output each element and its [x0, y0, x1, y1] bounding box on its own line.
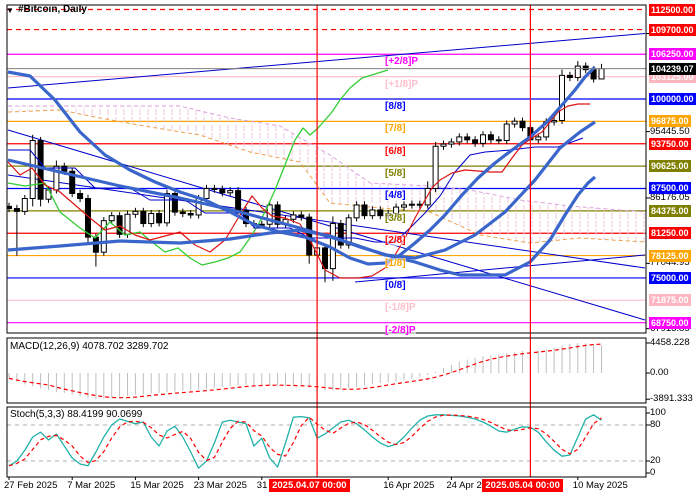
price-level-badge: 100000.00: [649, 93, 696, 105]
murrey-label: [1/8]: [385, 257, 406, 269]
murrey-label: [8/8]: [385, 101, 406, 112]
price-level-badge: 71875.00: [649, 294, 691, 307]
price-level-badge: 87500.00: [649, 182, 691, 195]
stoch-axis-label: 20: [650, 455, 661, 466]
macd-indicator-label: MACD(12,26,9) 4078.702 3289.702: [10, 341, 169, 352]
murrey-label: [0/8]: [385, 279, 406, 291]
date-label: 10 May 2025: [572, 480, 628, 491]
murrey-label: [3/8]: [385, 212, 406, 224]
macd-histogram: [8, 342, 602, 400]
price-level-badge: 93750.00: [649, 137, 691, 150]
price-tick-label: 86176.05: [650, 191, 690, 203]
price-level-badge: 96875.00: [649, 115, 691, 128]
price-level-badge: 68750.00: [649, 316, 691, 329]
price-level-badge: 90625.00: [649, 160, 691, 173]
price-level-badge: 75000.00: [649, 271, 691, 284]
date-label: 16 Apr 2025: [383, 480, 435, 491]
price-level-badge: 78125.00: [649, 249, 691, 262]
date-label: 24 Apr 2025: [446, 480, 498, 491]
murrey-label: [4/8]: [385, 190, 406, 202]
current-price-badge: 104239.07: [649, 62, 696, 75]
price-level-badge: 106250.00: [649, 48, 696, 61]
symbol-dropdown-arrow-icon[interactable]: ▼: [6, 6, 14, 15]
stoch-axis-label: 0: [650, 467, 656, 478]
price-level-badge: 84375.00: [649, 204, 691, 217]
murrey-label: [+2/8]P: [385, 56, 419, 68]
macd-axis-label: -3891.333: [650, 393, 693, 405]
indicator-lines: [7, 65, 597, 279]
date-label: 27 Feb 2025: [4, 480, 58, 491]
date-label: 15 Mar 2025: [130, 480, 184, 491]
murrey-label: [7/8]: [385, 123, 406, 135]
price-level-badge: 112500.00: [649, 3, 696, 16]
macd-axis-label: 4458.228: [650, 336, 690, 348]
macd-axis-label: 0.00: [650, 367, 669, 378]
murrey-label: [+1/8]P: [385, 78, 419, 90]
murrey-label: [2/8]: [385, 235, 406, 247]
main-panel-layers: [7, 8, 646, 324]
price-level-badge: 109700.00: [649, 23, 696, 36]
stoch-panel-layers: [7, 414, 646, 469]
murrey-label: [6/8]: [385, 145, 406, 157]
macd-panel-layers: [8, 342, 602, 400]
price-level-badge: 81250.00: [649, 227, 691, 240]
ichimoku-cloud: [7, 105, 646, 244]
date-label: 23 Mar 2025: [193, 480, 247, 491]
stoch-axis-label: 100: [650, 407, 666, 418]
date-label: 7 Mar 2025: [67, 480, 116, 491]
event-date-badge: 2025.05.04 00:00: [482, 479, 563, 492]
stoch-axis-label: 80: [650, 419, 661, 430]
stoch-indicator-label: Stoch(5,3,3) 88.4199 90.0699: [10, 409, 143, 420]
murrey-label: [-1/8]P: [385, 302, 416, 314]
panel-borders: [6, 4, 650, 480]
murrey-label: [5/8]: [385, 168, 406, 180]
price-tick-label: 95445.50: [650, 125, 690, 137]
event-vertical-lines: [316, 5, 532, 477]
chart-title: #Bitcoin, Daily: [18, 4, 87, 15]
price-tick-label: 77044.95: [650, 257, 690, 269]
murrey-label: [-2/8]P: [385, 324, 416, 336]
event-date-badge: 2025.04.07 00:00: [269, 479, 350, 492]
